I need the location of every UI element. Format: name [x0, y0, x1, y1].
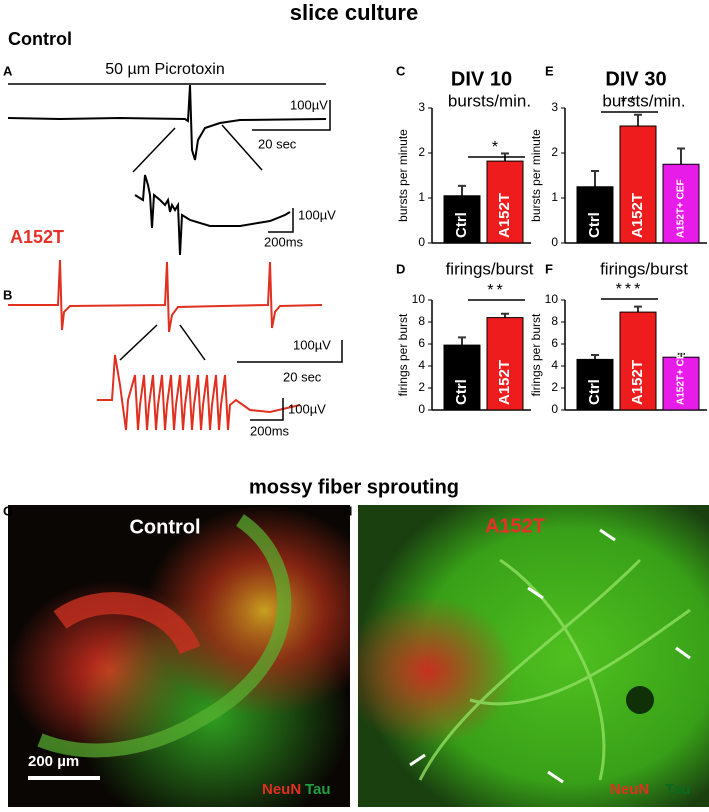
- section-label: A152T: [10, 227, 64, 247]
- panel-letter: D: [396, 261, 405, 276]
- significance-label: *: [492, 139, 501, 156]
- panel-letter: B: [3, 287, 12, 302]
- micrograph: [358, 505, 709, 807]
- chart-title: DIV 30: [605, 68, 666, 90]
- category-label: A152T: [496, 360, 513, 405]
- image-label: Control: [129, 516, 200, 538]
- stain-label: NeuN: [262, 781, 301, 798]
- y-tick-label: 1: [418, 190, 425, 204]
- category-label: A152T+ CEF: [676, 179, 687, 238]
- bar: [576, 358, 614, 411]
- category-label: A152T+ CEF: [676, 346, 687, 405]
- bar: [662, 356, 700, 411]
- category-label: A152T: [629, 193, 646, 238]
- scale-bar: [252, 100, 331, 131]
- scale-amplitude: 100µV: [293, 337, 331, 352]
- y-tick-label: 4: [551, 358, 558, 372]
- panel-letter: E: [545, 63, 554, 78]
- inset-scale-bar: [268, 208, 294, 233]
- bar: [486, 317, 524, 411]
- y-tick-label: 10: [412, 292, 426, 306]
- chart-title: DIV 10: [451, 68, 512, 90]
- bar: [443, 344, 481, 411]
- y-tick-label: 0: [551, 235, 558, 249]
- bar: [576, 186, 614, 244]
- y-tick-label: 6: [418, 336, 425, 350]
- bar: [662, 163, 700, 244]
- y-tick-label: 1: [551, 190, 558, 204]
- panel-letter: G: [3, 503, 13, 518]
- image-label: A152T: [485, 515, 545, 537]
- category-label: A152T: [629, 360, 646, 405]
- scale-amplitude: 100µV: [288, 401, 326, 416]
- stain-label: Tau: [665, 781, 691, 798]
- category-label: Ctrl: [586, 379, 603, 405]
- significance-label: **: [487, 282, 505, 299]
- category-label: Ctrl: [586, 212, 603, 238]
- y-tick-label: 2: [551, 145, 558, 159]
- chart-subtitle: bursts/min.: [602, 91, 685, 110]
- scale-time: 20 sec: [283, 369, 322, 384]
- panel-letter: F: [545, 261, 553, 276]
- bar: [619, 125, 657, 244]
- panel-letter: A: [3, 63, 13, 78]
- zoom-lines: [119, 324, 206, 361]
- scale-label: 200 µm: [28, 753, 79, 770]
- y-tick-label: 4: [418, 358, 425, 372]
- chart-subtitle: bursts/min.: [448, 91, 531, 110]
- stain-label: Tau: [305, 781, 331, 798]
- category-label: Ctrl: [453, 212, 470, 238]
- panel-letter: C: [396, 63, 406, 78]
- y-tick-label: 0: [418, 402, 425, 416]
- y-tick-label: 3: [418, 100, 425, 114]
- y-tick-label: 2: [418, 145, 425, 159]
- panel-letter: H: [343, 503, 352, 518]
- section-title: mossy fiber sprouting: [249, 476, 459, 498]
- inset-trace: [134, 174, 291, 256]
- stain-label: NeuN: [610, 781, 649, 798]
- zoom-lines: [132, 124, 263, 173]
- y-tick-label: 3: [551, 100, 558, 114]
- scale-time: 200ms: [250, 423, 290, 438]
- scale-time: 200ms: [264, 234, 304, 249]
- bar: [443, 195, 481, 244]
- bar: [619, 311, 657, 411]
- y-tick-label: 0: [418, 235, 425, 249]
- inset-scale-bar: [250, 398, 284, 421]
- scale-bar: [237, 340, 343, 363]
- micrograph: [8, 505, 350, 807]
- y-tick-label: 2: [551, 380, 558, 394]
- y-tick-label: 2: [418, 380, 425, 394]
- y-tick-label: 8: [551, 314, 558, 328]
- y-axis-label: bursts per minute: [396, 129, 410, 222]
- y-axis-label: firings per burst: [396, 313, 410, 396]
- scale-amplitude: 100µV: [290, 97, 328, 112]
- inset-trace: [97, 354, 301, 431]
- section-label: Control: [8, 29, 72, 49]
- significance-label: **: [620, 94, 638, 111]
- y-axis-label: firings per burst: [529, 313, 543, 396]
- y-tick-label: 8: [418, 314, 425, 328]
- scale-time: 20 sec: [258, 136, 297, 151]
- figure-title: slice culture: [290, 0, 418, 25]
- y-tick-label: 0: [551, 402, 558, 416]
- trace: [8, 259, 323, 333]
- significance-label: ***: [616, 281, 644, 298]
- treatment-label: 50 µm Picrotoxin: [105, 61, 224, 78]
- y-axis-label: bursts per minute: [529, 129, 543, 222]
- y-tick-label: 6: [551, 336, 558, 350]
- trace: [7, 84, 327, 161]
- scale-amplitude: 100µV: [298, 207, 336, 222]
- bar: [486, 160, 524, 244]
- y-tick-label: 10: [545, 292, 559, 306]
- chart-subtitle: firings/burst: [600, 259, 688, 278]
- category-label: A152T: [496, 193, 513, 238]
- category-label: Ctrl: [453, 379, 470, 405]
- chart-subtitle: firings/burst: [446, 259, 534, 278]
